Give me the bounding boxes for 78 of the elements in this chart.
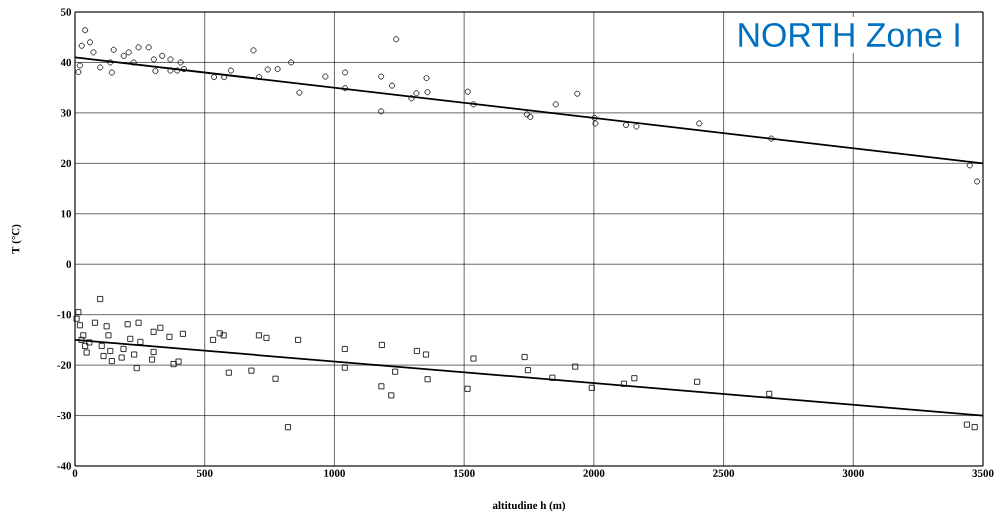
point xyxy=(159,52,166,59)
point xyxy=(342,85,349,92)
point xyxy=(408,95,415,102)
point xyxy=(393,36,400,43)
point xyxy=(180,66,187,72)
point xyxy=(174,67,181,74)
point xyxy=(110,46,117,53)
point xyxy=(592,120,599,127)
point xyxy=(167,56,174,63)
y-tick-label: 30 xyxy=(60,109,72,117)
point xyxy=(552,101,559,108)
y-tick-label: 20 xyxy=(60,159,72,168)
point xyxy=(633,123,640,130)
point xyxy=(342,69,349,76)
point xyxy=(966,162,973,169)
x-tick-label: 2500 xyxy=(713,469,735,477)
point xyxy=(76,62,83,69)
point xyxy=(274,66,281,72)
point xyxy=(591,114,598,121)
x-tick-label: 0 xyxy=(72,469,78,477)
point xyxy=(75,69,82,76)
point xyxy=(264,66,271,73)
point xyxy=(90,49,97,56)
point xyxy=(527,113,534,120)
y-tick-label: 10 xyxy=(61,210,72,218)
point xyxy=(389,82,396,89)
point xyxy=(423,75,430,82)
y-tick-label: -20 xyxy=(57,361,72,369)
point xyxy=(288,59,295,66)
point xyxy=(322,73,329,80)
point xyxy=(464,88,471,95)
point xyxy=(150,56,157,63)
point xyxy=(227,67,234,74)
point xyxy=(152,68,159,75)
point xyxy=(523,111,530,118)
point xyxy=(623,122,630,128)
point xyxy=(177,59,184,66)
point xyxy=(145,44,152,51)
y-tick-label: 0 xyxy=(66,260,72,268)
point xyxy=(221,74,228,81)
x-tick-label: 3000 xyxy=(842,469,864,477)
point xyxy=(470,101,477,108)
x-tick-label: 1500 xyxy=(454,469,475,477)
y-tick-label: -10 xyxy=(57,310,72,319)
point xyxy=(120,52,127,59)
x-tick-label: 3500 xyxy=(972,469,994,477)
y-axis-title: T (°C) xyxy=(11,224,22,254)
y-tick-label: -40 xyxy=(57,462,72,470)
point xyxy=(696,120,703,127)
x-tick-label: 1000 xyxy=(324,469,345,477)
y-tick-label: 50 xyxy=(60,8,72,16)
point xyxy=(574,90,581,97)
point xyxy=(768,135,775,142)
x-tick-label: 2000 xyxy=(583,469,605,477)
point xyxy=(378,73,385,80)
x-tick-label: 500 xyxy=(196,469,213,477)
point xyxy=(108,69,115,76)
x-axis-title: altitudine h (m) xyxy=(492,501,566,512)
point xyxy=(107,59,114,66)
point xyxy=(250,47,257,54)
point xyxy=(378,108,385,115)
point xyxy=(211,74,218,81)
point xyxy=(296,89,303,96)
point xyxy=(97,64,104,71)
point xyxy=(78,42,85,49)
point xyxy=(82,27,89,34)
point xyxy=(424,89,431,96)
y-tick-label: 40 xyxy=(60,58,72,67)
chart-title: NORTH Zone I xyxy=(739,23,959,47)
point xyxy=(974,178,981,185)
y-tick-label: -30 xyxy=(57,411,72,420)
point xyxy=(413,90,420,97)
point xyxy=(256,74,263,81)
point xyxy=(135,44,142,51)
point xyxy=(125,49,132,56)
point xyxy=(167,67,174,74)
point xyxy=(130,59,137,66)
point xyxy=(87,39,94,46)
